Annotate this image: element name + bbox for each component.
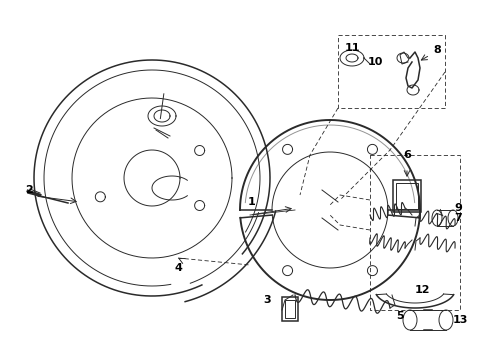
Text: 6: 6 [403, 150, 411, 160]
Text: 9: 9 [454, 203, 462, 213]
Text: 5: 5 [396, 311, 404, 321]
Bar [393, 180, 421, 212]
Bar [282, 297, 298, 321]
Bar [396, 183, 418, 209]
Text: 3: 3 [263, 295, 271, 305]
Text: 10: 10 [368, 57, 383, 67]
Text: 12: 12 [414, 285, 430, 295]
Text: 2: 2 [25, 185, 33, 195]
Bar [285, 300, 295, 318]
Text: 1: 1 [248, 197, 256, 207]
Text: 4: 4 [174, 263, 182, 273]
Text: 7: 7 [454, 213, 462, 223]
Text: 13: 13 [452, 315, 467, 325]
Text: 8: 8 [433, 45, 441, 55]
Text: 11: 11 [344, 43, 360, 53]
